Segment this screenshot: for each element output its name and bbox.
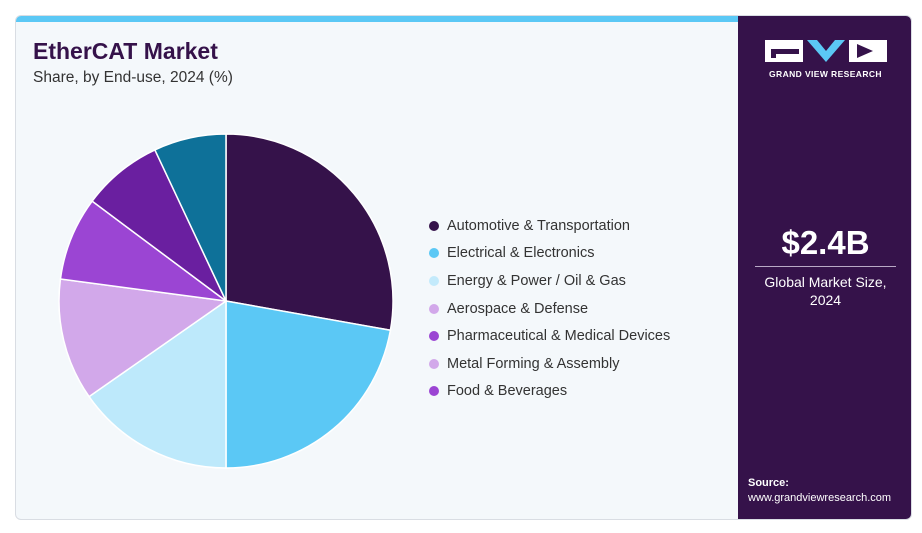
legend-swatch — [429, 358, 439, 369]
pie-slice-automotive-transportation — [225, 133, 394, 332]
legend-swatch — [429, 220, 439, 231]
legend-label: Automotive & Transportation — [447, 217, 630, 234]
grand-view-research-logo — [765, 40, 887, 62]
legend-item: Aerospace & Defense — [429, 295, 670, 323]
legend-label: Electrical & Electronics — [447, 245, 595, 262]
legend-label: Metal Forming & Assembly — [447, 355, 620, 372]
legend-swatch — [429, 275, 439, 286]
pie-slice-electrical-electronics — [225, 300, 392, 469]
divider — [755, 266, 896, 267]
source-label: Source: — [748, 477, 789, 489]
legend-item: Pharmaceutical & Medical Devices — [429, 322, 670, 350]
legend-swatch — [429, 331, 439, 342]
legend-item: Energy & Power / Oil & Gas — [429, 267, 670, 295]
chart-title: EtherCAT Market — [33, 38, 218, 64]
pie-slice-food-beverages — [153, 133, 227, 302]
legend-swatch — [429, 248, 439, 259]
sidebar: GRAND VIEW RESEARCH $2.4B Global Market … — [738, 16, 911, 519]
market-size-label: Global Market Size, 2024 — [764, 274, 887, 308]
chart-subtitle: Share, by End-use, 2024 (%) — [33, 69, 233, 86]
legend-item: Automotive & Transportation — [429, 212, 670, 240]
legend-item: Electrical & Electronics — [429, 240, 670, 268]
legend-item: Food & Beverages — [429, 378, 670, 406]
legend-label: Pharmaceutical & Medical Devices — [447, 328, 671, 345]
pie-slice-aerospace-defense — [58, 278, 229, 398]
legend-label: Food & Beverages — [447, 383, 568, 400]
pie-chart — [58, 133, 394, 469]
accent-bar — [16, 16, 738, 22]
legend-swatch — [429, 386, 439, 397]
chart-legend: Automotive & Transportation Electrical & … — [429, 212, 670, 405]
market-size-value: $2.4B — [781, 224, 870, 261]
legend-label: Energy & Power / Oil & Gas — [447, 272, 626, 289]
pie-slice-energy-power-oil-gas — [88, 299, 227, 469]
legend-swatch — [429, 303, 439, 314]
source-link[interactable]: www.grandviewresearch.com — [748, 492, 892, 504]
chart-card: EtherCAT Market Share, by End-use, 2024 … — [15, 15, 912, 520]
legend-label: Aerospace & Defense — [447, 300, 589, 317]
legend-item: Metal Forming & Assembly — [429, 350, 670, 378]
logo-text: GRAND VIEW RESEARCH — [769, 69, 882, 79]
